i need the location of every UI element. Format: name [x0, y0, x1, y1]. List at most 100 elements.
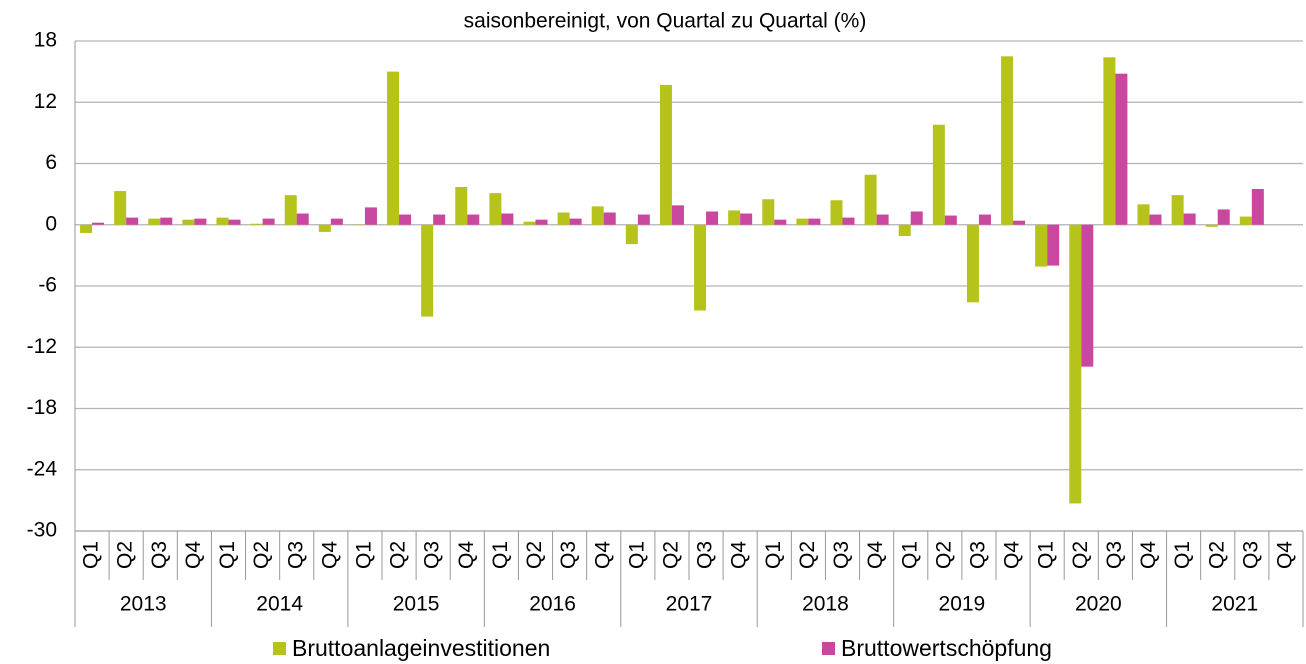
bar	[126, 217, 139, 225]
y-tick-label: 6	[45, 151, 57, 174]
y-tick-label: -12	[27, 335, 57, 358]
x-tick-label: Q3	[421, 541, 444, 569]
bar	[364, 207, 377, 225]
bar	[694, 224, 707, 311]
year-label: 2021	[1211, 593, 1258, 616]
legend-label: Bruttoanlageinvestitionen	[292, 635, 550, 661]
year-label: 2018	[802, 593, 849, 616]
x-tick-label: Q2	[1205, 541, 1228, 569]
bar	[262, 218, 275, 225]
year-label: 2017	[666, 593, 713, 616]
bar	[910, 211, 923, 225]
bar	[1183, 213, 1196, 225]
x-tick-label: Q3	[148, 541, 171, 569]
x-tick-label: Q1	[625, 541, 648, 569]
bar	[932, 124, 945, 225]
bar	[706, 211, 719, 225]
legend-label: Bruttowertschöpfung	[841, 635, 1052, 661]
x-tick-label: Q4	[318, 541, 341, 569]
year-label: 2020	[1075, 593, 1122, 616]
bar	[1013, 220, 1026, 225]
bar	[1239, 216, 1252, 225]
bar	[1047, 224, 1060, 266]
bar	[160, 217, 173, 225]
bar	[898, 224, 911, 236]
bar	[671, 205, 684, 225]
bar	[1149, 214, 1162, 225]
bar	[318, 224, 331, 232]
bar	[387, 71, 400, 225]
bar	[194, 218, 207, 225]
x-tick-label: Q2	[114, 541, 137, 569]
x-tick-label: Q1	[489, 541, 512, 569]
bar	[659, 84, 672, 225]
bar	[1081, 224, 1094, 367]
bar	[1115, 73, 1128, 225]
bar	[1171, 195, 1184, 225]
bar	[1001, 56, 1014, 225]
x-tick-label: Q4	[1137, 541, 1160, 569]
bar	[523, 221, 536, 225]
bar	[762, 199, 775, 225]
x-tick-label: Q4	[1001, 541, 1024, 569]
bar	[808, 218, 821, 225]
bar	[830, 200, 843, 225]
x-tick-label: Q3	[694, 541, 717, 569]
bar	[535, 219, 548, 225]
bar	[774, 219, 787, 225]
bar	[352, 224, 365, 226]
bar	[489, 193, 502, 225]
legend-swatch	[273, 642, 286, 655]
bar	[1069, 224, 1082, 504]
bar	[228, 219, 241, 225]
bar	[728, 210, 741, 225]
x-tick-label: Q4	[455, 541, 478, 569]
x-tick-label: Q3	[557, 541, 580, 569]
x-tick-label: Q3	[1103, 541, 1126, 569]
y-tick-label: 0	[45, 212, 57, 235]
x-tick-label: Q1	[80, 541, 103, 569]
bar	[966, 224, 979, 303]
bar	[1035, 224, 1048, 267]
y-tick-label: -30	[27, 519, 57, 542]
bar	[330, 218, 343, 225]
bar	[399, 214, 412, 225]
bar	[557, 212, 570, 225]
bar	[1205, 224, 1218, 227]
bar	[1103, 57, 1116, 225]
bar	[421, 224, 434, 317]
x-tick-label: Q1	[1171, 541, 1194, 569]
year-label: 2015	[393, 593, 440, 616]
x-tick-label: Q2	[387, 541, 410, 569]
bar	[876, 214, 889, 225]
year-label: 2019	[939, 593, 986, 616]
bar	[637, 214, 650, 225]
bar	[467, 214, 480, 225]
bar	[501, 213, 514, 225]
x-tick-label: Q2	[523, 541, 546, 569]
bar	[740, 213, 753, 225]
bar	[296, 213, 309, 225]
bar	[591, 206, 604, 225]
x-tick-label: Q3	[284, 541, 307, 569]
bar	[92, 222, 105, 225]
year-label: 2016	[529, 593, 576, 616]
bar	[842, 217, 855, 225]
bar	[864, 174, 877, 225]
legend-swatch	[822, 642, 835, 655]
x-tick-label: Q1	[1035, 541, 1058, 569]
x-tick-label: Q1	[352, 541, 375, 569]
bar	[216, 217, 229, 225]
bar	[250, 223, 263, 225]
x-tick-label: Q1	[762, 541, 785, 569]
x-tick-label: Q4	[182, 541, 205, 569]
year-label: 2013	[120, 593, 167, 616]
x-tick-label: Q1	[216, 541, 239, 569]
bar	[944, 215, 957, 225]
x-tick-label: Q4	[728, 541, 751, 569]
bar	[625, 224, 638, 245]
bar	[569, 218, 582, 225]
x-tick-label: Q2	[250, 541, 273, 569]
bar	[978, 214, 991, 225]
